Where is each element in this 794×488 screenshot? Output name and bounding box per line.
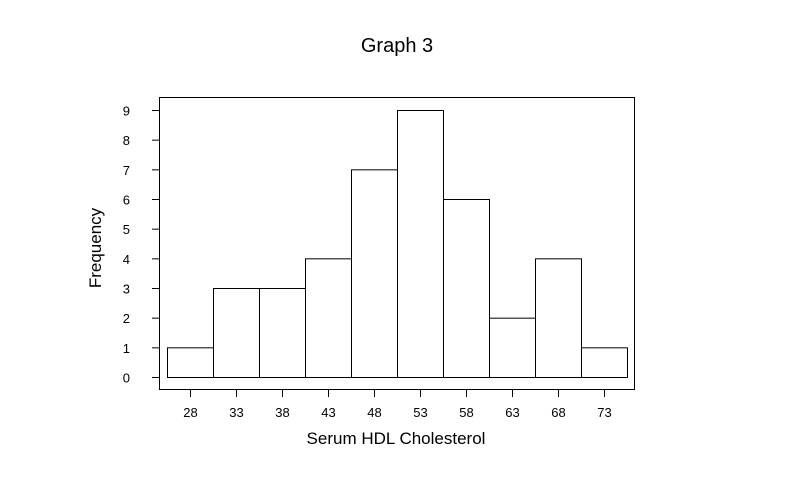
x-tick-label-43: 43 (321, 405, 335, 420)
chart-title: Graph 3 (361, 35, 433, 57)
bar-68 (535, 258, 582, 379)
plot-frame (159, 97, 635, 390)
x-tick-label-53: 53 (413, 405, 427, 420)
y-tick-label-4: 4 (123, 252, 130, 267)
y-tick-label-7: 7 (123, 163, 130, 178)
x-axis: 28 33 38 43 48 53 58 63 68 73 (183, 389, 612, 420)
x-tick-label-28: 28 (183, 405, 197, 420)
x-tick-label-33: 33 (229, 405, 243, 420)
x-tick-label-58: 58 (459, 405, 473, 420)
y-tick-label-8: 8 (123, 133, 130, 148)
y-axis-label: Frequency (86, 207, 105, 288)
bar-58 (443, 199, 490, 378)
y-tick-label-0: 0 (123, 371, 130, 386)
y-tick-label-6: 6 (123, 193, 130, 208)
y-tick-label-3: 3 (123, 282, 130, 297)
bar-53 (397, 110, 444, 378)
bars-group (167, 110, 628, 379)
bar-38 (259, 288, 306, 378)
x-tick-label-68: 68 (551, 405, 565, 420)
x-axis-label: Serum HDL Cholesterol (307, 429, 486, 448)
bar-63 (489, 317, 536, 378)
x-tick-label-63: 63 (505, 405, 519, 420)
y-tick-label-5: 5 (123, 222, 130, 237)
x-tick-label-48: 48 (367, 405, 381, 420)
y-axis: 0 1 2 3 4 5 6 7 8 9 (123, 104, 160, 386)
y-tick-label-9: 9 (123, 104, 130, 119)
x-tick-label-38: 38 (275, 405, 289, 420)
bar-43 (305, 258, 352, 379)
y-tick-label-2: 2 (123, 311, 130, 326)
bar-48 (351, 169, 398, 378)
x-tick-label-73: 73 (597, 405, 611, 420)
y-tick-label-1: 1 (123, 341, 130, 356)
bar-33 (213, 288, 260, 378)
bar-73 (581, 347, 628, 379)
bar-28 (167, 347, 214, 379)
